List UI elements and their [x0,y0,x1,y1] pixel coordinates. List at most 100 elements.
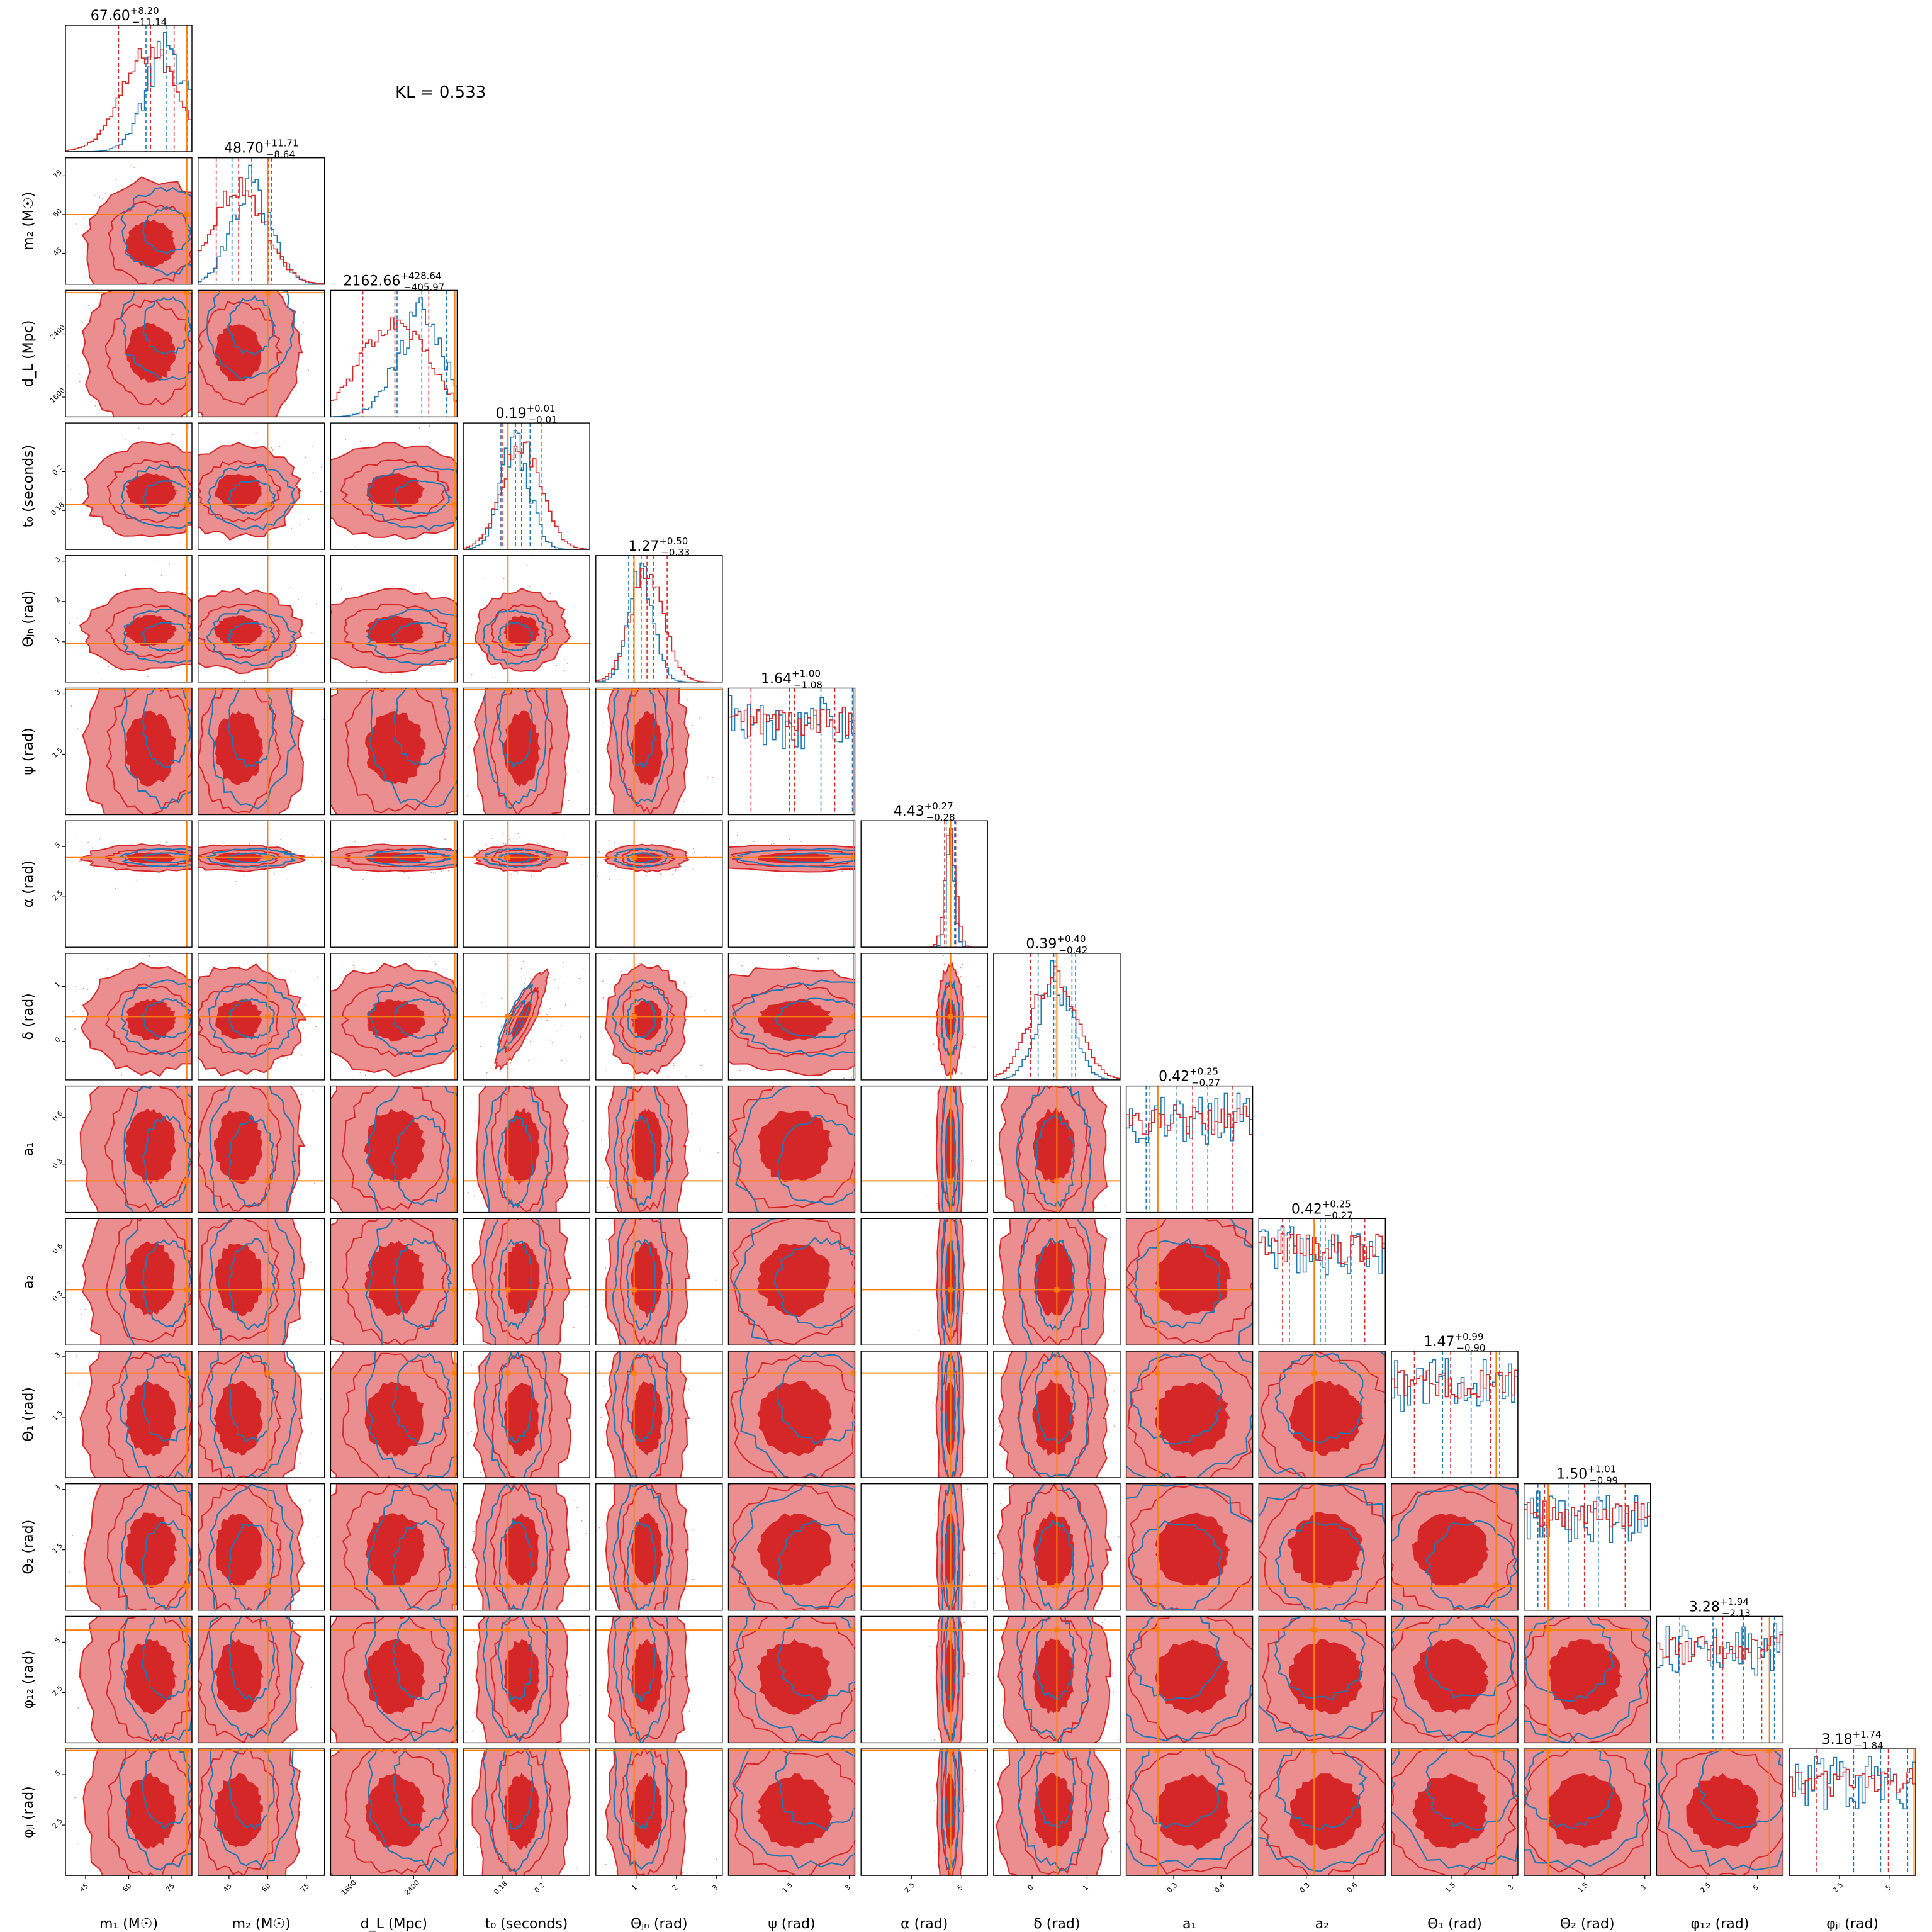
sample-point [179,541,180,543]
panel-frame [65,25,193,152]
sample-point [863,1269,864,1270]
sample-point [699,717,700,719]
sample-point [79,860,81,862]
contour-panel-psi-alpha [727,820,856,948]
sample-point [885,1127,886,1128]
sample-point [303,1027,305,1029]
sample-point [685,1076,687,1077]
panel-content [65,680,224,828]
sample-point [330,216,332,217]
sample-point [166,841,167,843]
sample-point [471,1343,473,1344]
y-axis-label: α (rad) [21,860,37,907]
flow-contour-inner [757,999,833,1042]
flow-histogram [198,177,325,284]
sample-point [143,680,145,682]
sample-point [194,274,195,276]
sample-point [222,836,223,837]
sample-point [310,1083,312,1084]
panel-frame [65,687,193,816]
sample-point [998,1245,1000,1246]
sample-point [297,840,299,842]
sample-point [205,439,206,441]
sample-point [933,1186,934,1187]
sample-point [576,1216,577,1217]
sample-point [279,446,281,447]
sample-point [278,686,279,687]
sample-point [311,632,313,634]
histogram-title: 4.43+0.27 −0.28 [894,800,955,823]
sample-point [177,435,179,436]
reference-contour-outer [733,1218,780,1345]
sample-point [223,826,224,828]
sample-point [691,1113,693,1115]
sample-point [468,508,469,510]
sample-point [431,668,433,670]
panel-content [65,953,192,1080]
sample-point [476,575,478,576]
reference-contour-outer [365,608,458,665]
contour-panel-dL-theta_jn [330,555,478,683]
sample-point [939,951,940,952]
sample-point [481,666,482,668]
panel-frame [198,422,325,550]
sample-point [1052,1067,1053,1069]
reference-contour-outer [208,688,296,810]
sample-point [504,933,505,935]
panel-frame [1125,1218,1254,1346]
reference-contour-inner [391,1115,451,1206]
sample-point [1046,1058,1047,1059]
panel-frame [65,953,193,1081]
sample-point [509,965,511,967]
sample-point [196,1267,197,1269]
y-tick-label: 45 [52,245,64,257]
sample-point [481,1002,482,1003]
sample-point [328,1402,329,1403]
sample-point [620,843,621,844]
sample-point [1273,1271,1274,1272]
sample-point [831,1347,833,1348]
sample-point [322,1125,323,1126]
sample-point [329,1272,330,1273]
sample-point [561,867,563,868]
sample-point [76,1354,77,1356]
sample-point [515,995,517,996]
sample-point [312,855,313,856]
sample-point [962,963,963,965]
sample-point [568,862,569,863]
sample-point [319,1240,320,1242]
panel-content [595,675,722,844]
truth-marker [265,855,271,860]
sample-point [684,982,686,984]
sample-point [942,1069,944,1071]
sample-point [244,680,245,682]
sample-point [244,587,246,588]
sample-point [1108,1193,1109,1194]
sample-point [960,967,962,969]
sample-point [266,838,267,839]
sample-point [714,1026,716,1028]
sample-point [687,1039,689,1041]
sample-point [241,418,242,420]
contour-panel-theta_jn-a1 [578,1083,723,1213]
sample-point [629,675,631,677]
sample-point [578,1083,579,1084]
panel-frame [65,422,193,550]
sample-point [551,1042,553,1043]
sample-point [402,673,403,675]
sample-point [164,424,166,425]
sample-point [264,871,265,872]
sample-point [596,1161,597,1163]
histogram-panel-psi: 1.64+1.00 −1.08 [727,668,856,816]
sample-point [84,317,86,319]
sample-point [240,1216,242,1217]
sample-point [461,1029,462,1030]
sample-point [203,230,204,232]
sample-point [284,660,285,661]
sample-point [529,1040,531,1042]
panel-content [861,951,988,1080]
panel-content [198,1086,325,1242]
sample-point [101,660,103,662]
sample-point [396,1084,398,1086]
sample-point [614,841,615,843]
